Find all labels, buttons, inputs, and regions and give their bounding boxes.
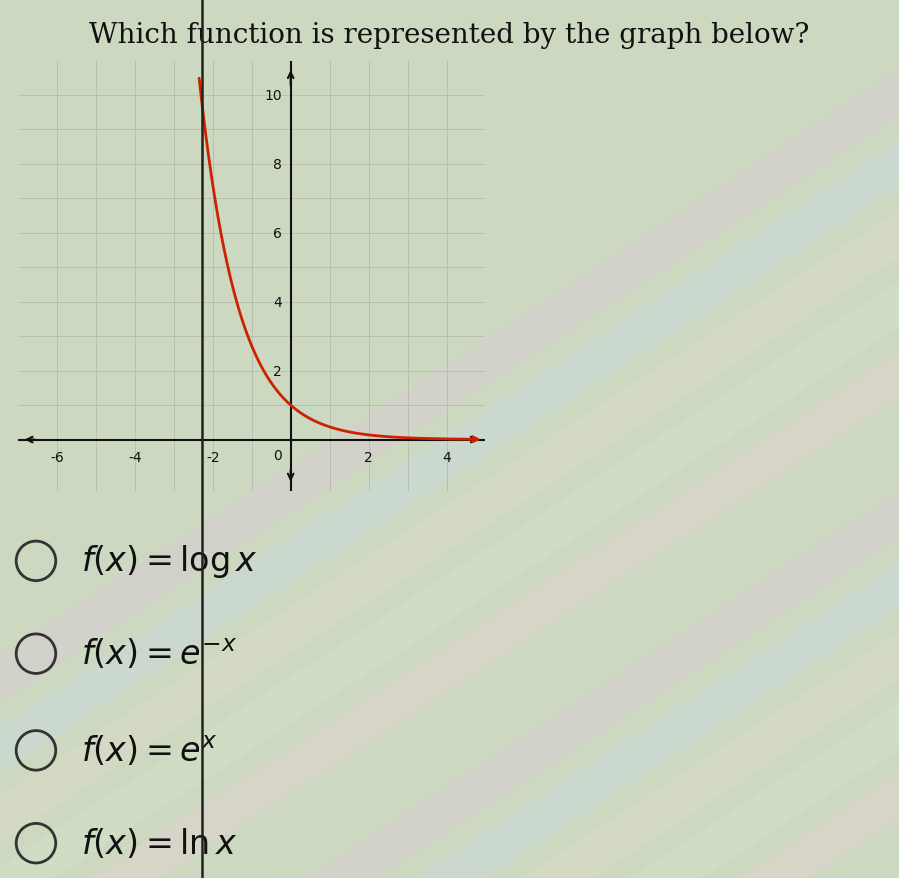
Text: Which function is represented by the graph below?: Which function is represented by the gra… xyxy=(89,22,810,49)
Text: -4: -4 xyxy=(128,450,142,464)
Text: 6: 6 xyxy=(273,227,282,241)
Text: -2: -2 xyxy=(206,450,219,464)
Text: 4: 4 xyxy=(442,450,451,464)
Text: 8: 8 xyxy=(273,158,282,172)
Text: 2: 2 xyxy=(364,450,373,464)
Text: 4: 4 xyxy=(273,295,282,309)
Polygon shape xyxy=(629,0,899,878)
Text: 0: 0 xyxy=(273,449,282,463)
Polygon shape xyxy=(521,0,899,878)
Polygon shape xyxy=(198,0,899,878)
Polygon shape xyxy=(306,0,899,878)
Text: 2: 2 xyxy=(273,364,282,378)
Polygon shape xyxy=(737,0,899,878)
Text: $f(x) = e^{-x}$: $f(x) = e^{-x}$ xyxy=(81,637,237,671)
Text: $f(x) = \ln x$: $f(x) = \ln x$ xyxy=(81,826,237,860)
Polygon shape xyxy=(414,0,899,878)
Text: $f(x) = e^{x}$: $f(x) = e^{x}$ xyxy=(81,733,218,767)
Text: -6: -6 xyxy=(50,450,64,464)
Polygon shape xyxy=(90,0,899,878)
Polygon shape xyxy=(845,0,899,878)
Text: $f(x) = \log x$: $f(x) = \log x$ xyxy=(81,543,258,579)
Text: 10: 10 xyxy=(264,89,282,103)
